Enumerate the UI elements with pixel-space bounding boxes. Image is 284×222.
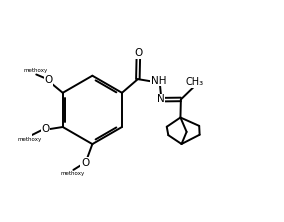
Text: O: O xyxy=(44,75,52,85)
Text: O: O xyxy=(81,158,89,168)
Text: N: N xyxy=(157,94,165,104)
Text: methoxy: methoxy xyxy=(60,171,84,176)
Text: O: O xyxy=(134,48,143,58)
Text: methoxy: methoxy xyxy=(18,137,42,142)
Text: NH: NH xyxy=(151,76,166,86)
Text: methoxy: methoxy xyxy=(24,68,48,73)
Text: CH₃: CH₃ xyxy=(186,77,204,87)
Text: O: O xyxy=(41,123,50,134)
